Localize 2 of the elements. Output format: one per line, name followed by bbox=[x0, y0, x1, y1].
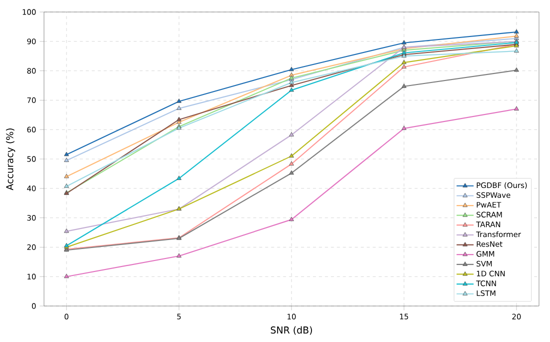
x-axis-title: SNR (dB) bbox=[270, 326, 312, 335]
y-axis-title: Accuracy (%) bbox=[6, 128, 16, 190]
